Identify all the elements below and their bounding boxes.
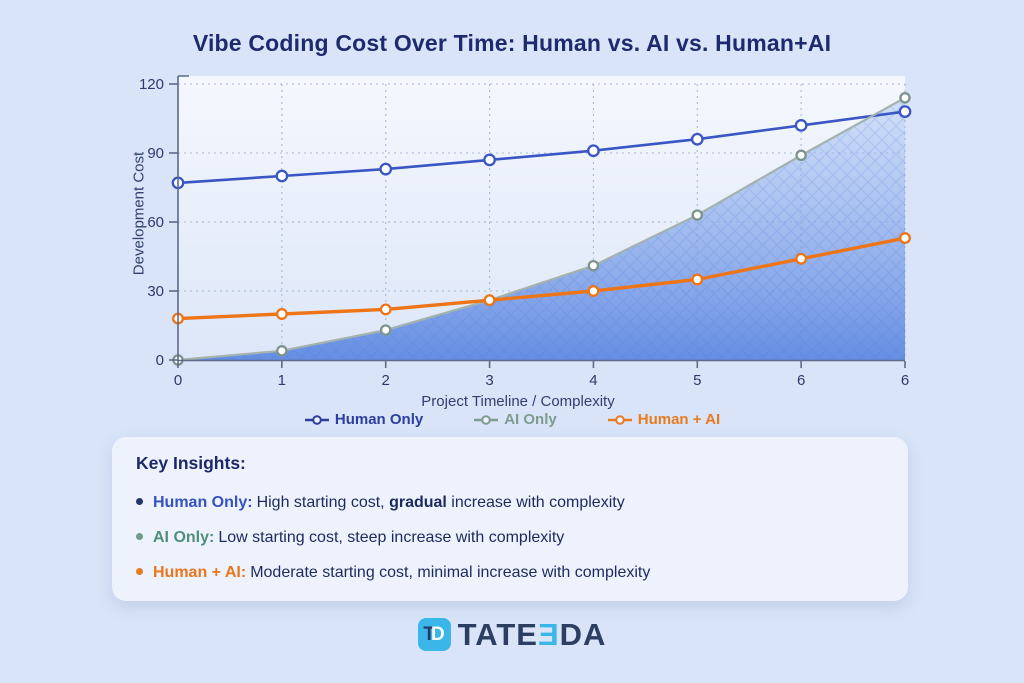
legend-item-human-plus-ai: Human + AI xyxy=(607,411,720,428)
tateeda-logo-icon: T D xyxy=(417,618,451,651)
x-axis-label: Project Timeline / Complexity xyxy=(421,393,615,410)
svg-text:60: 60 xyxy=(147,214,164,231)
insight-text: Low starting cost, steep increase with c… xyxy=(218,529,565,546)
key-insights-card: Key Insights: Human Only: High starting c… xyxy=(112,437,908,601)
cost-line-chart: 0 30 60 90 120 0 1 2 3 4 5 6 6 xyxy=(139,75,912,389)
insights-heading: Key Insights: xyxy=(136,453,246,473)
wordmark-part3: DA xyxy=(559,617,607,652)
tateeda-wordmark: TATEƎDA xyxy=(458,619,607,650)
svg-text:2: 2 xyxy=(382,372,390,389)
legend-item-ai-only: AI Only xyxy=(473,411,557,428)
svg-text:5: 5 xyxy=(693,372,701,389)
svg-text:6: 6 xyxy=(797,372,805,389)
line-marker-icon xyxy=(607,414,632,425)
insight-bold-word: gradual xyxy=(389,494,447,511)
insight-label: Human + AI: xyxy=(153,564,247,581)
insight-text: increase with complexity xyxy=(446,494,625,511)
svg-text:0: 0 xyxy=(174,372,182,389)
svg-text:4: 4 xyxy=(589,372,597,389)
legend-label: AI Only xyxy=(504,411,557,428)
svg-text:120: 120 xyxy=(139,76,164,93)
insight-text: High starting cost, xyxy=(256,494,390,511)
insight-human-only: Human Only: High starting cost, gradual i… xyxy=(136,494,884,512)
logo-icon-letter-d: D xyxy=(431,624,445,645)
legend-label: Human + AI xyxy=(637,411,721,428)
tateeda-logo: T D TATEƎDA xyxy=(0,618,1024,651)
svg-text:90: 90 xyxy=(147,145,164,162)
bullet-dot xyxy=(136,533,143,540)
wordmark-part1: TATE xyxy=(457,617,538,652)
line-marker-icon xyxy=(474,414,499,425)
insight-label: AI Only: xyxy=(153,529,215,546)
wordmark-reversed-e: Ǝ xyxy=(537,617,560,652)
chart-title: Vibe Coding Cost Over Time: Human vs. AI… xyxy=(192,30,832,56)
logo-icon-letter-t: T xyxy=(423,624,436,645)
line-marker-icon xyxy=(304,414,329,425)
svg-text:30: 30 xyxy=(147,283,164,300)
svg-text:6: 6 xyxy=(901,372,909,389)
insight-ai-only: AI Only: Low starting cost, steep increas… xyxy=(136,529,884,547)
insight-human-plus-ai: Human + AI: Moderate starting cost, minim… xyxy=(136,564,884,582)
insight-label: Human Only: xyxy=(153,494,253,511)
insight-text: Moderate starting cost, minimal increase… xyxy=(250,564,651,581)
svg-text:1: 1 xyxy=(278,372,286,389)
svg-text:0: 0 xyxy=(156,352,164,369)
legend-label: Human Only xyxy=(334,411,424,428)
svg-text:3: 3 xyxy=(485,372,493,389)
y-axis-label: Development Cost xyxy=(130,151,148,276)
bullet-dot xyxy=(136,568,143,575)
chart-legend: Human Only AI Only Human + AI xyxy=(0,411,1024,428)
legend-item-human-only: Human Only xyxy=(304,411,423,428)
bullet-dot xyxy=(136,498,143,505)
